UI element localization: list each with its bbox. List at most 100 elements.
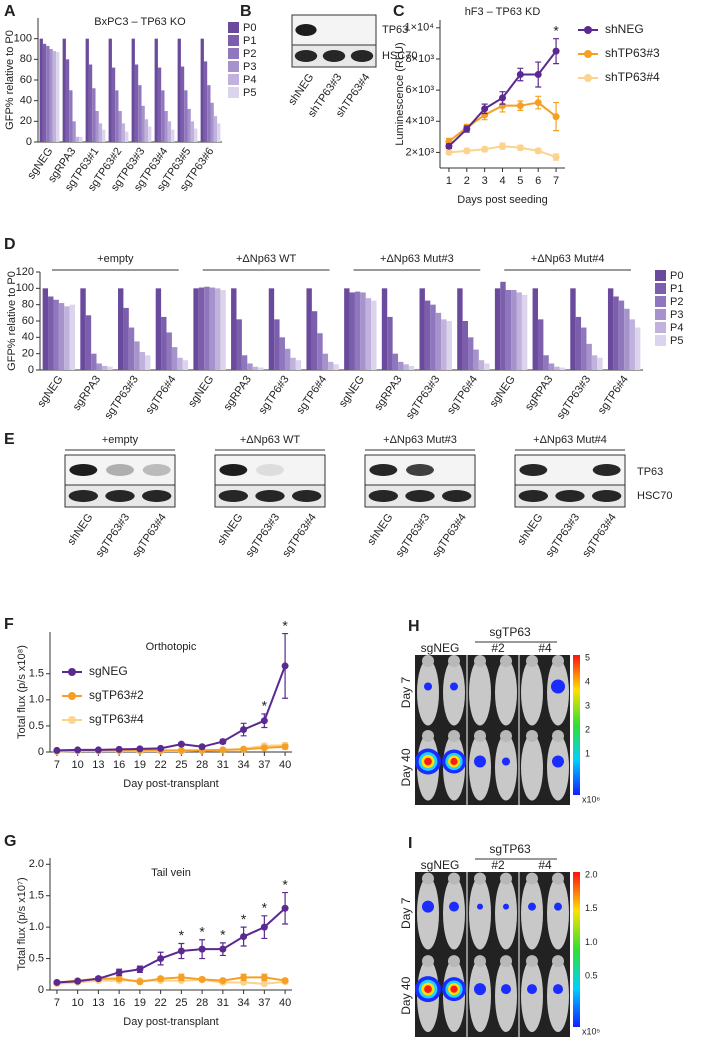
point (281, 662, 289, 670)
x-tick-label: 37 (258, 997, 270, 1009)
bar (39, 38, 43, 142)
bar (279, 337, 285, 370)
point (463, 125, 471, 133)
point (219, 738, 227, 746)
blot-title: +empty (102, 434, 139, 446)
signal (424, 985, 432, 994)
x-tick-label: sgNEG (186, 374, 216, 410)
column-label: #4 (538, 641, 552, 655)
x-tick-label: 34 (237, 759, 249, 771)
lane-label: shNEG (65, 512, 95, 548)
x-tick-label: 31 (217, 759, 229, 771)
bar (203, 61, 208, 142)
point (136, 965, 144, 973)
band (555, 490, 585, 502)
x-tick-label: 25 (175, 997, 187, 1009)
chart-title: hF3 – TP63 KD (465, 6, 541, 18)
bar (53, 299, 59, 370)
mouse (521, 959, 543, 1033)
bar (98, 123, 103, 142)
bar (194, 128, 198, 142)
bar (494, 288, 501, 370)
x-tick-label: 28 (196, 997, 208, 1009)
bar (102, 129, 106, 142)
y-tick-label: 80 (22, 299, 34, 311)
x-tick-label: 1 (446, 175, 452, 187)
x-axis-label: Day post-transplant (123, 1016, 218, 1028)
bar (204, 286, 210, 370)
chart-title: Tail vein (151, 867, 191, 879)
bar (64, 306, 70, 370)
point (177, 973, 185, 981)
band (68, 490, 99, 502)
x-tick-label: 7 (54, 759, 60, 771)
legend-swatch (655, 309, 666, 320)
bar (65, 59, 70, 143)
point (534, 71, 542, 79)
band (406, 464, 434, 476)
point (499, 94, 506, 102)
point (481, 145, 489, 153)
bar (387, 316, 393, 370)
point (445, 142, 453, 150)
x-tick-label: 34 (237, 997, 249, 1009)
bar (164, 111, 168, 142)
legend-label: P3 (243, 61, 256, 73)
bar (241, 355, 248, 370)
lane-label: sgTP63#4 (580, 512, 619, 560)
bar (231, 288, 237, 370)
x-tick-label: 25 (175, 759, 187, 771)
x-axis-label: Days post seeding (457, 194, 548, 206)
y-tick-label: 4×10³ (406, 115, 435, 127)
mouse (495, 876, 517, 950)
lane-label: sgTP63#3 (394, 512, 433, 560)
x-tick-label: 37 (258, 759, 270, 771)
legend-label: shTP63#3 (605, 46, 660, 60)
legend-marker (584, 26, 592, 34)
bar (586, 343, 592, 370)
legend-marker (68, 716, 76, 724)
bar (268, 288, 275, 370)
bar (295, 360, 302, 370)
group-label: sgTP63 (489, 842, 531, 856)
legend-marker (68, 668, 76, 676)
bar (184, 90, 188, 142)
band (592, 490, 622, 502)
point (198, 975, 206, 983)
group-label: +ΔNp63 Mut#3 (380, 253, 454, 265)
x-tick-label: 7 (54, 997, 60, 1009)
bar (354, 291, 361, 370)
mouse-head (474, 655, 486, 667)
panel-label: B (240, 3, 252, 20)
bar (134, 341, 140, 370)
x-tick-label: 13 (92, 759, 104, 771)
bar (80, 288, 86, 370)
point (115, 968, 123, 976)
point (260, 923, 268, 931)
bar (182, 360, 189, 370)
y-tick-label: 1.5 (29, 668, 44, 680)
bar (398, 361, 404, 370)
significance-star: * (262, 900, 268, 916)
bar (49, 49, 53, 142)
bar (446, 321, 452, 370)
x-tick-label: 13 (92, 997, 104, 1009)
bar (155, 288, 162, 370)
band (69, 464, 98, 476)
bar (424, 300, 431, 370)
bar (46, 45, 50, 142)
signal (501, 984, 511, 995)
panel-label: G (4, 833, 16, 850)
x-tick-label: 40 (279, 997, 291, 1009)
legend-swatch (655, 296, 666, 307)
signal (449, 901, 459, 912)
y-tick-label: 2.0 (29, 858, 44, 870)
y-tick-label: 0 (38, 746, 44, 758)
y-tick-label: 100 (14, 33, 32, 45)
bar (145, 355, 151, 370)
mouse-head (552, 872, 564, 885)
mouse-head (448, 955, 460, 968)
colorbar-label: 2 (585, 724, 590, 734)
mouse-head (526, 955, 538, 968)
